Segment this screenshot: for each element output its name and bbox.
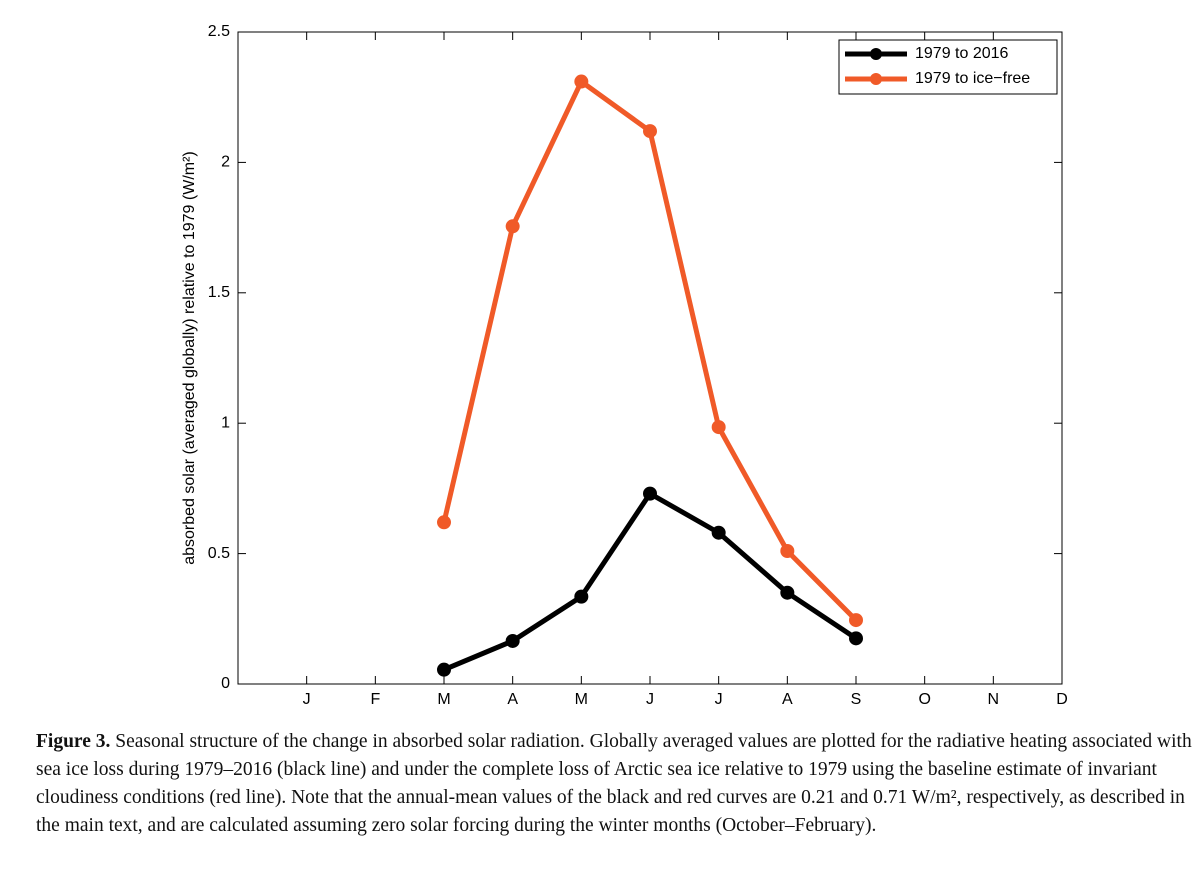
y-tick-label: 2: [221, 154, 230, 171]
x-tick-label: A: [507, 691, 518, 708]
caption-text: Seasonal structure of the change in abso…: [36, 731, 1192, 836]
series-marker: [437, 515, 451, 530]
x-tick-label: J: [303, 691, 311, 708]
series-marker: [437, 662, 451, 677]
chart: absorbed solar (averaged globally) relat…: [181, 23, 1068, 708]
series-marker: [849, 613, 863, 628]
x-tick-label: D: [1056, 691, 1068, 708]
caption-label: Figure 3.: [36, 731, 111, 752]
x-tick-label: M: [575, 691, 588, 708]
series-marker: [780, 585, 795, 600]
caption: Figure 3. Seasonal structure of the chan…: [36, 728, 1196, 840]
series-marker: [574, 589, 589, 604]
y-axis-label: absorbed solar (averaged globally) relat…: [181, 151, 198, 565]
series-marker: [643, 124, 657, 139]
y-tick-label: 1.5: [208, 284, 230, 301]
series-marker: [643, 486, 657, 501]
series-marker: [711, 420, 726, 435]
series-marker: [505, 219, 520, 234]
x-tick-label: S: [851, 691, 862, 708]
y-tick-label: 1: [221, 414, 230, 431]
y-tick-label: 2.5: [208, 23, 230, 40]
x-tick-label: J: [646, 691, 654, 708]
x-tick-label: N: [988, 691, 1000, 708]
x-tick-label: J: [715, 691, 723, 708]
series-marker: [711, 525, 726, 540]
series-line: [441, 79, 858, 622]
legend-label: 1979 to ice−free: [915, 70, 1030, 87]
series-marker: [505, 633, 520, 648]
x-tick-label: O: [918, 691, 930, 708]
y-tick-label: 0: [221, 675, 230, 692]
legend-label: 1979 to 2016: [915, 45, 1009, 62]
legend-marker: [870, 48, 882, 60]
x-tick-label: M: [437, 691, 450, 708]
x-tick-label: F: [370, 691, 380, 708]
x-tick-label: A: [782, 691, 793, 708]
series-marker: [574, 74, 589, 89]
y-tick-label: 0.5: [208, 545, 230, 562]
series-marker: [780, 543, 795, 558]
legend-marker: [870, 73, 882, 85]
series-marker: [849, 631, 863, 646]
series-line: [443, 491, 858, 672]
